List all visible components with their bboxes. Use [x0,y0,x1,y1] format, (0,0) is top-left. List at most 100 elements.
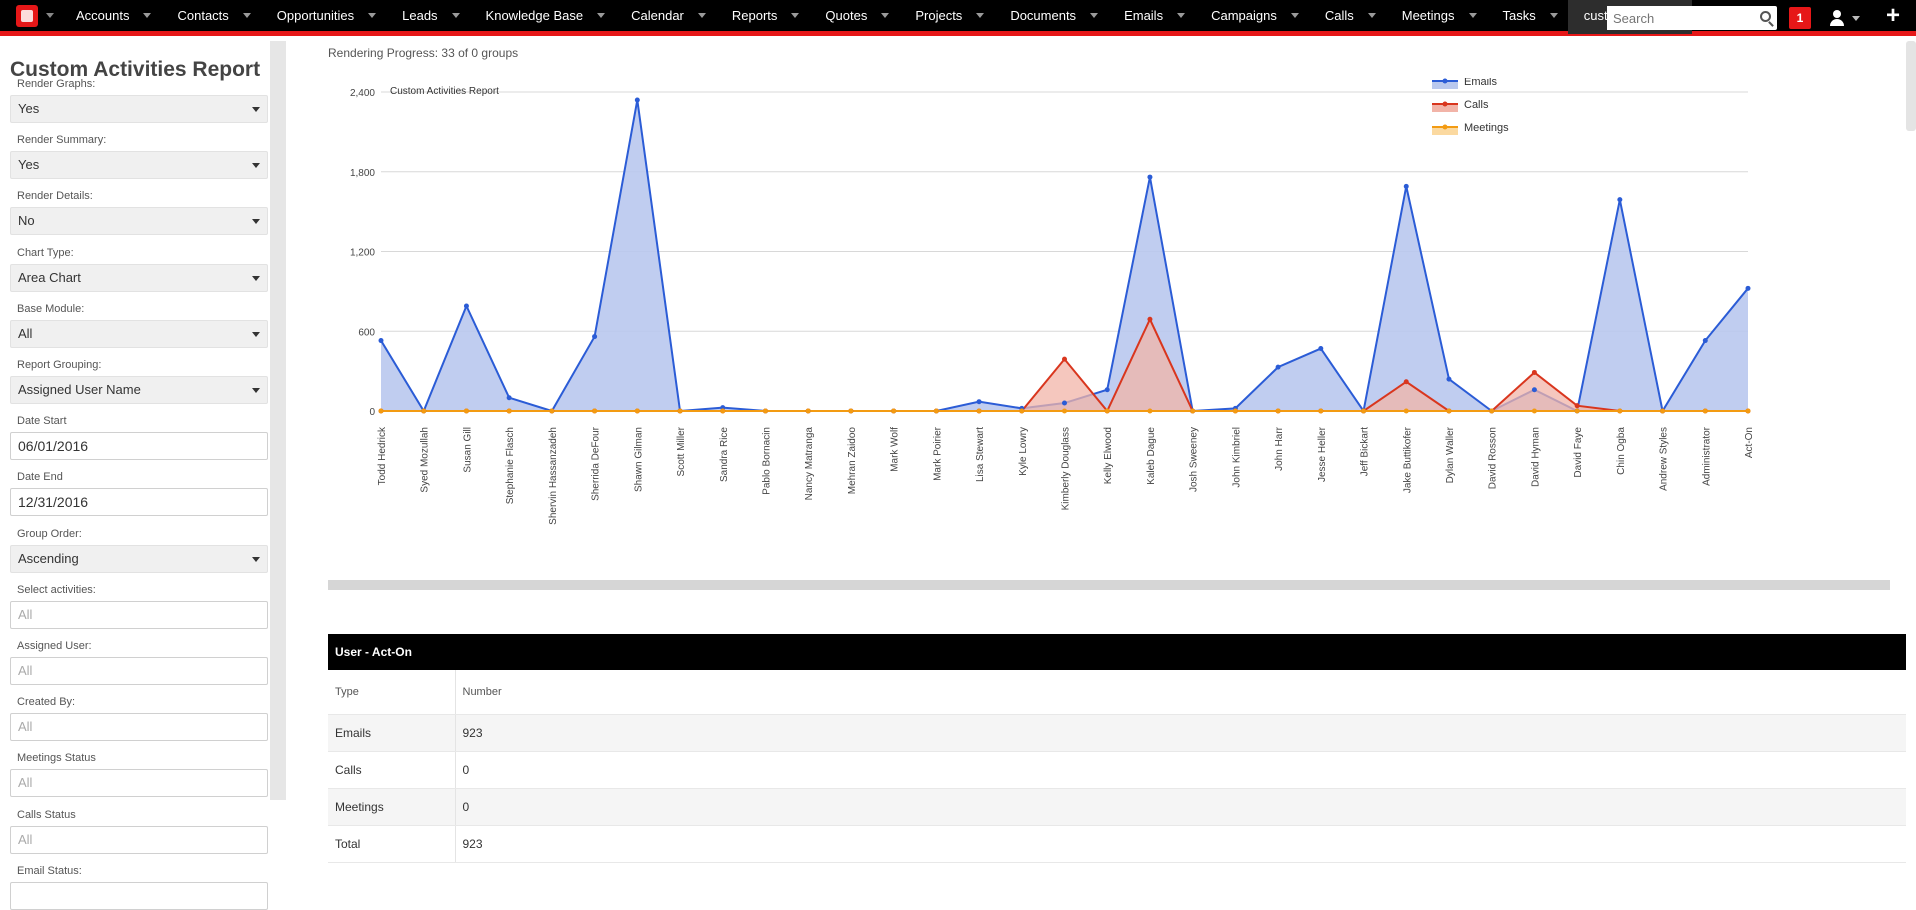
nav-item-opportunities[interactable]: Opportunities [261,0,386,34]
chevron-down-icon[interactable] [1549,13,1558,18]
emails-data-point[interactable] [1403,183,1409,189]
meetings-status-input[interactable]: All [10,769,268,797]
meetings-data-point[interactable] [1660,408,1666,414]
nav-item-calls[interactable]: Calls [1309,0,1386,34]
meetings-data-point[interactable] [1318,408,1324,414]
emails-data-point[interactable] [1147,174,1153,180]
chevron-down-icon[interactable] [1177,13,1186,18]
nav-item-knowledge-base[interactable]: Knowledge Base [470,0,616,34]
meetings-data-point[interactable] [1745,408,1751,414]
emails-data-point[interactable] [634,97,640,103]
nav-item-campaigns[interactable]: Campaigns [1195,0,1309,34]
emails-data-point[interactable] [378,338,384,344]
chevron-down-icon[interactable] [697,13,706,18]
chevron-down-icon[interactable] [1367,13,1376,18]
chevron-down-icon[interactable] [1468,13,1477,18]
calls-data-point[interactable] [1403,379,1409,385]
calls-data-point[interactable] [1062,356,1067,362]
chevron-down-icon[interactable] [791,13,800,18]
emails-data-point[interactable] [1617,197,1623,203]
emails-data-point[interactable] [976,399,982,405]
calls-data-point[interactable] [1574,403,1580,409]
home-logo[interactable] [0,0,60,34]
select-activities-input[interactable]: All [10,601,268,629]
meetings-data-point[interactable] [762,408,768,414]
nav-item-emails[interactable]: Emails [1108,0,1195,34]
chevron-down-icon[interactable] [242,13,251,18]
email-status-input[interactable] [10,882,268,910]
meetings-data-point[interactable] [1147,408,1153,414]
created-by-input[interactable]: All [10,713,268,741]
chevron-down-icon[interactable] [1090,13,1099,18]
meetings-data-point[interactable] [891,408,897,414]
date-end-input[interactable]: 12/31/2016 [10,488,268,516]
calls-data-point[interactable] [1531,369,1537,375]
emails-data-point[interactable] [1104,387,1110,393]
nav-item-meetings[interactable]: Meetings [1386,0,1487,34]
nav-item-calendar[interactable]: Calendar [615,0,716,34]
chevron-down-icon[interactable] [1290,13,1299,18]
chevron-down-icon[interactable] [881,13,890,18]
emails-data-point[interactable] [1702,338,1708,344]
meetings-data-point[interactable] [463,408,469,414]
meetings-data-point[interactable] [549,408,555,414]
emails-data-point[interactable] [463,303,469,309]
meetings-data-point[interactable] [933,408,939,414]
meetings-data-point[interactable] [848,408,854,414]
meetings-data-point[interactable] [1403,408,1409,414]
chevron-down-icon[interactable] [451,13,460,18]
meetings-data-point[interactable] [1232,408,1238,414]
meetings-data-point[interactable] [1190,408,1196,414]
render-graphs-select[interactable]: Yes [10,95,268,123]
calls-data-point[interactable] [1147,316,1153,322]
meetings-data-point[interactable] [1275,408,1281,414]
meetings-data-point[interactable] [421,408,427,414]
meetings-data-point[interactable] [677,408,683,414]
nav-item-contacts[interactable]: Contacts [161,0,260,34]
meetings-data-point[interactable] [1361,408,1367,414]
emails-data-point[interactable] [1318,346,1324,352]
horizontal-scrollbar[interactable] [328,580,1890,590]
nav-item-tasks[interactable]: Tasks [1487,0,1568,34]
report-grouping-select[interactable]: Assigned User Name [10,376,268,404]
date-start-input[interactable]: 06/01/2016 [10,432,268,460]
meetings-data-point[interactable] [1062,408,1067,414]
meetings-data-point[interactable] [1617,408,1623,414]
notification-badge[interactable]: 1 [1789,7,1811,29]
meetings-data-point[interactable] [1446,408,1452,414]
assigned-user-input[interactable]: All [10,657,268,685]
emails-data-point[interactable] [1531,387,1537,393]
group-order-select[interactable]: Ascending [10,545,268,573]
meetings-data-point[interactable] [1531,408,1537,414]
meetings-data-point[interactable] [378,408,384,414]
nav-item-quotes[interactable]: Quotes [809,0,899,34]
chevron-down-icon[interactable] [976,13,985,18]
search-icon[interactable] [1760,11,1771,22]
chevron-down-icon[interactable] [143,13,152,18]
nav-item-leads[interactable]: Leads [386,0,469,34]
user-menu-button[interactable] [1830,6,1860,30]
nav-item-projects[interactable]: Projects [899,0,994,34]
meetings-data-point[interactable] [1019,408,1025,414]
meetings-data-point[interactable] [720,408,726,414]
quick-create-button[interactable]: + [1886,2,1901,29]
chevron-down-icon[interactable] [368,13,377,18]
render-summary-select[interactable]: Yes [10,151,268,179]
nav-item-accounts[interactable]: Accounts [60,0,161,34]
nav-item-reports[interactable]: Reports [716,0,810,34]
meetings-data-point[interactable] [1574,408,1580,414]
nav-item-documents[interactable]: Documents [994,0,1108,34]
base-module-select[interactable]: All [10,320,268,348]
calls-status-input[interactable]: All [10,826,268,854]
emails-data-point[interactable] [592,334,598,340]
emails-data-point[interactable] [1745,285,1751,291]
emails-data-point[interactable] [506,395,512,401]
emails-data-point[interactable] [1062,400,1067,406]
meetings-data-point[interactable] [805,408,811,414]
search-input[interactable] [1607,6,1747,30]
meetings-data-point[interactable] [1702,408,1708,414]
meetings-data-point[interactable] [592,408,598,414]
meetings-data-point[interactable] [1489,408,1495,414]
emails-data-point[interactable] [1446,376,1452,382]
emails-data-point[interactable] [1275,364,1281,370]
